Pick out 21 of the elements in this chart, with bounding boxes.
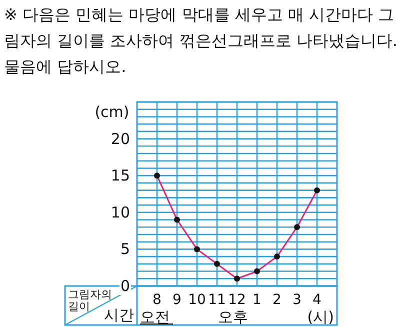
xtick: 8 <box>152 292 162 308</box>
ytick: 0 <box>120 277 130 295</box>
xlabel: 시간 <box>104 306 134 324</box>
annotation: 오후 <box>218 308 248 326</box>
xtick: 10 <box>188 292 206 308</box>
xtick: 11 <box>208 292 226 308</box>
xtick: 9 <box>172 292 182 308</box>
xtick: 1 <box>252 292 262 308</box>
ytick: 20 <box>110 130 130 148</box>
ytick: 10 <box>110 203 130 222</box>
xtick: 3 <box>292 292 302 308</box>
title: ※ 다음은 민혜는 마당에 막대를 세우고 매 시간마다 그림자의 길이를 조사하여 꺾은선그래프로 나타냈습니다. 물음에 답하시오. <box>4 5 398 76</box>
xtick: 12 <box>228 292 246 308</box>
xtick: 2 <box>272 292 282 308</box>
annotation: (cm) <box>94 103 130 121</box>
ytick: 5 <box>120 240 130 258</box>
ytick: 15 <box>110 166 130 185</box>
ylabel: 그림자의 <box>68 288 112 301</box>
xtick: 4 <box>312 292 322 308</box>
annotation: (시) <box>307 308 334 326</box>
ylabel: 길이 <box>68 300 90 313</box>
